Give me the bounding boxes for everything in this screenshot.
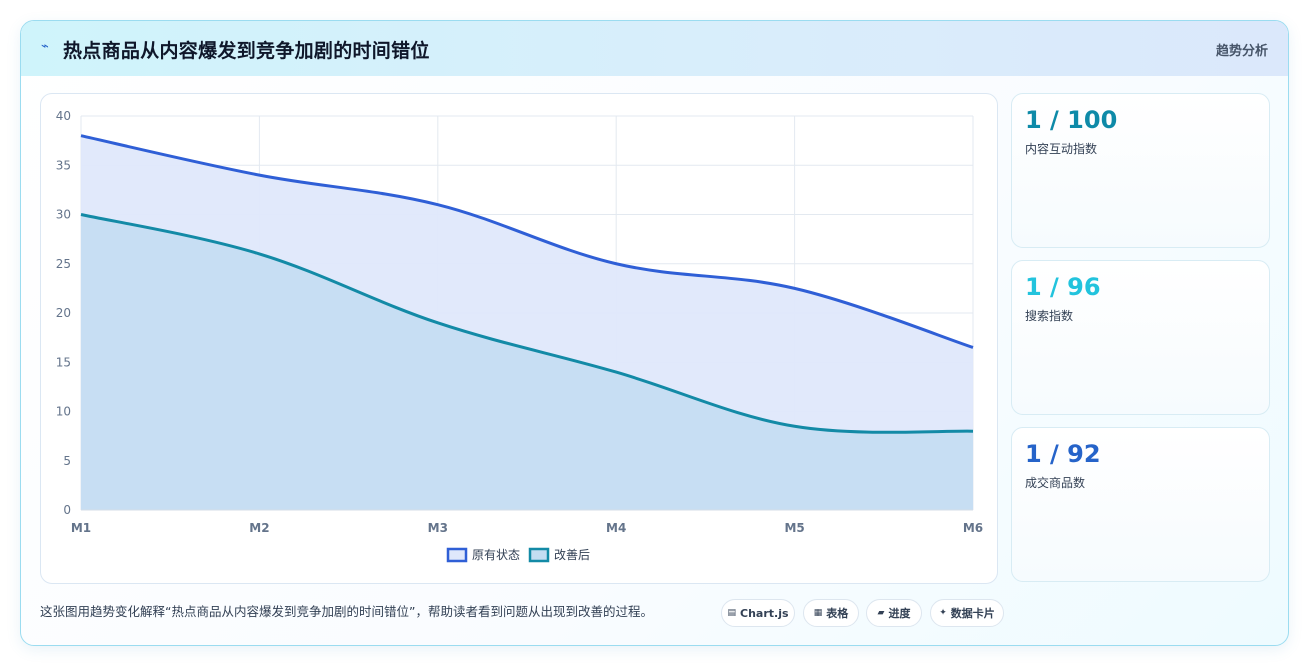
chart-caption: 这张图用趋势变化解释“热点商品从内容爆发到竞争加剧的时间错位”，帮助读者看到问题… [40, 604, 653, 619]
series-area-2 [81, 214, 973, 510]
tag-label: 表格 [826, 607, 849, 620]
x-tick-label: M6 [963, 521, 983, 535]
table-icon: ▤ [727, 608, 736, 618]
y-tick-label: 40 [56, 109, 71, 123]
chart-container: 0 5 10 15 20 25 30 35 40 M1 M2 M3 M4 M5 M6 原有状态 改善后 [40, 93, 998, 584]
y-tick-label: 25 [56, 257, 71, 271]
stat-card-content: 1 / 100 内容互动指数 [1011, 93, 1270, 248]
y-tick-label: 15 [56, 355, 71, 369]
stat-card-deals: 1 / 92 成交商品数 [1011, 427, 1270, 582]
tag-progress[interactable]: ▰ 进度 [866, 599, 922, 627]
lightning-icon: ⌁ [41, 39, 49, 54]
x-tick-label: M3 [428, 521, 448, 535]
trend-analysis-label: 趋势分析 [1215, 44, 1268, 59]
series-line-1 [80, 134, 974, 349]
stat-value: 1 / 96 [1025, 273, 1101, 301]
x-tick-label: M2 [249, 521, 269, 535]
stat-card-search: 1 / 96 搜索指数 [1011, 260, 1270, 415]
y-tick-label: 0 [63, 503, 71, 517]
tag-label: Chart.js [740, 606, 789, 620]
stat-label: 成交商品数 [1025, 476, 1086, 490]
card-header: ⌁ 热点商品从内容爆发到竞争加剧的时间错位 趋势分析 [21, 21, 1288, 76]
y-tick-label: 5 [63, 454, 71, 468]
tag-data-card[interactable]: ✦ 数据卡片 [930, 599, 1004, 627]
tag-chartjs[interactable]: ▤ Chart.js [721, 599, 795, 627]
series-line-2 [80, 213, 974, 434]
stat-label: 搜索指数 [1025, 309, 1074, 323]
legend-label: 原有状态 [472, 548, 520, 562]
stat-value: 1 / 92 [1025, 440, 1101, 468]
trend-card: ⌁ 热点商品从内容爆发到竞争加剧的时间错位 趋势分析 0 5 10 15 20 25 30 3… [20, 20, 1289, 646]
legend-label: 改善后 [554, 547, 590, 562]
y-tick-label: 20 [56, 306, 71, 320]
legend-swatch [528, 547, 550, 563]
tag-label: 数据卡片 [950, 607, 995, 620]
area-chart: 0 5 10 15 20 25 30 35 40 M1 M2 M3 M4 M5 M6 原有状态 改善后 [56, 109, 983, 563]
stat-label: 内容互动指数 [1025, 142, 1098, 156]
y-tick-label: 10 [56, 405, 71, 419]
legend-swatch [446, 547, 468, 563]
x-tick-label: M5 [784, 521, 804, 535]
page-title: 热点商品从内容爆发到竞争加剧的时间错位 [63, 40, 430, 62]
tag-label: 进度 [888, 607, 911, 620]
x-tick-label: M1 [71, 521, 91, 535]
tag-table[interactable]: ▦ 表格 [803, 599, 859, 627]
x-tick-label: M4 [606, 521, 626, 535]
stat-value: 1 / 100 [1025, 106, 1118, 134]
grid-icon: ▦ [813, 608, 823, 618]
sparkle-icon: ✦ [939, 608, 947, 618]
y-tick-label: 35 [56, 158, 71, 172]
y-tick-label: 30 [56, 208, 71, 222]
progress-icon: ▰ [877, 608, 885, 618]
